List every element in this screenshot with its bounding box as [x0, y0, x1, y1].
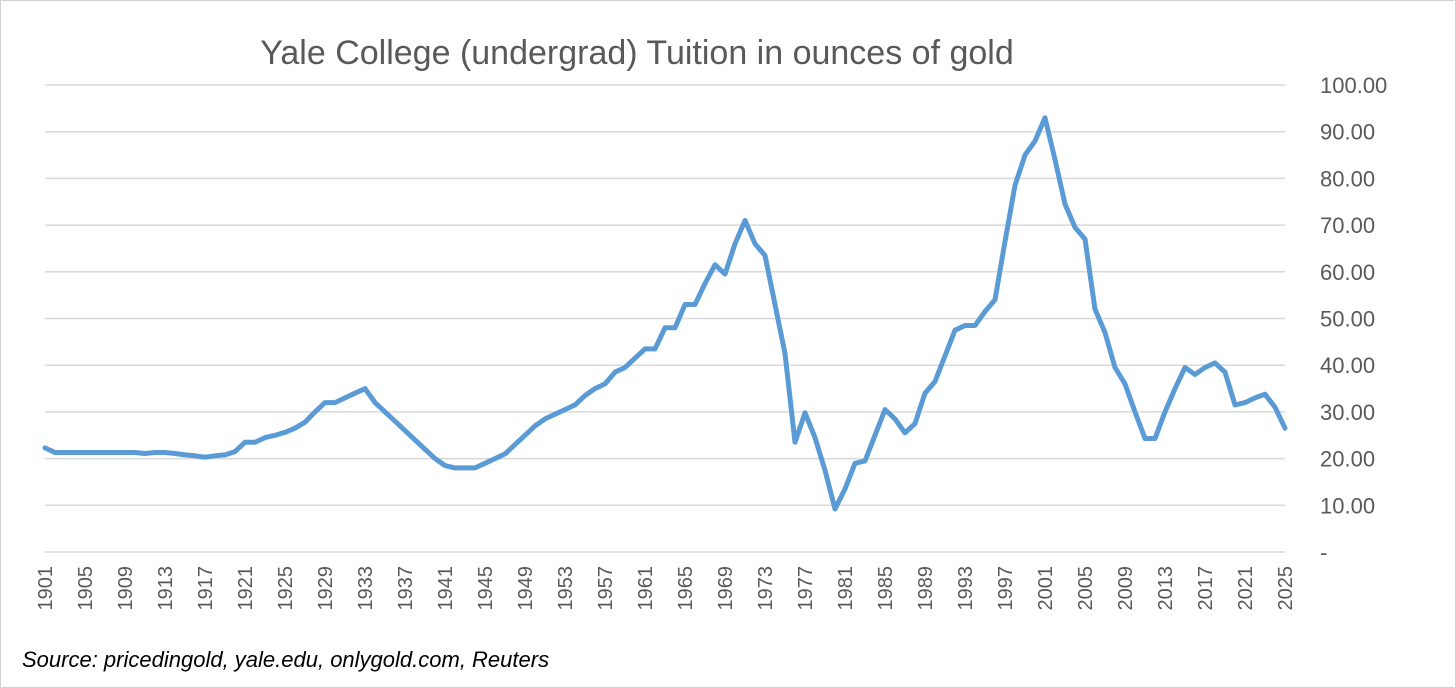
x-tick-label: 1945 — [475, 566, 497, 611]
x-tick-label: 2013 — [1155, 566, 1177, 611]
x-tick-label: 1993 — [955, 566, 977, 611]
x-tick-label: 1921 — [235, 566, 257, 611]
x-tick-label: 1917 — [195, 566, 217, 611]
x-tick-label: 1913 — [155, 566, 177, 611]
source-note: Source: pricedingold, yale.edu, onlygold… — [22, 647, 549, 672]
x-tick-label: 1925 — [275, 566, 297, 611]
chart-title: Yale College (undergrad) Tuition in ounc… — [260, 34, 1014, 72]
x-tick-label: 1929 — [315, 566, 337, 611]
y-tick-label: - — [1320, 540, 1327, 565]
x-tick-label: 2025 — [1275, 566, 1297, 611]
x-tick-label: 1937 — [395, 566, 417, 611]
x-tick-label: 1905 — [75, 566, 97, 611]
y-tick-label: 20.00 — [1320, 447, 1375, 472]
x-tick-label: 1973 — [755, 566, 777, 611]
y-tick-label: 40.00 — [1320, 353, 1375, 378]
y-tick-label: 70.00 — [1320, 213, 1375, 238]
series-line — [42, 115, 1288, 512]
x-tick-label: 1965 — [675, 566, 697, 611]
x-tick-label: 1977 — [795, 566, 817, 611]
x-tick-label: 1909 — [115, 566, 137, 611]
y-tick-label: 100.00 — [1320, 73, 1387, 98]
y-axis-ticks: - 10.00 20.00 30.00 40.00 50.00 60.00 70.00 80.0… — [1320, 73, 1387, 565]
y-tick-label: 10.00 — [1320, 493, 1375, 518]
x-tick-label: 1949 — [515, 566, 537, 611]
x-tick-label: 1985 — [875, 566, 897, 611]
y-tick-label: 90.00 — [1320, 120, 1375, 145]
x-tick-label: 1957 — [595, 566, 617, 611]
x-tick-label: 2005 — [1075, 566, 1097, 611]
y-tick-label: 50.00 — [1320, 307, 1375, 332]
series-layer — [42, 115, 1288, 512]
y-tick-label: 60.00 — [1320, 260, 1375, 285]
x-tick-label: 1981 — [835, 566, 857, 611]
y-tick-label: 80.00 — [1320, 166, 1375, 191]
x-tick-label: 1989 — [915, 566, 937, 611]
x-tick-label: 1933 — [355, 566, 377, 611]
x-tick-label: 1953 — [555, 566, 577, 611]
gridlines — [45, 84, 1285, 553]
x-tick-label: 1901 — [35, 566, 57, 611]
x-tick-label: 1997 — [995, 566, 1017, 611]
y-tick-label: 30.00 — [1320, 400, 1375, 425]
x-tick-label: 2009 — [1115, 566, 1137, 611]
x-tick-label: 1941 — [435, 566, 457, 611]
x-tick-label: 2021 — [1235, 566, 1257, 611]
x-tick-label: 2017 — [1195, 566, 1217, 611]
x-axis-ticks: 1901 1905 1909 1913 1917 1921 1925 1929 1933 1937… — [35, 566, 1297, 611]
x-tick-label: 1961 — [635, 566, 657, 611]
x-tick-label: 2001 — [1035, 566, 1057, 611]
x-tick-label: 1969 — [715, 566, 737, 611]
